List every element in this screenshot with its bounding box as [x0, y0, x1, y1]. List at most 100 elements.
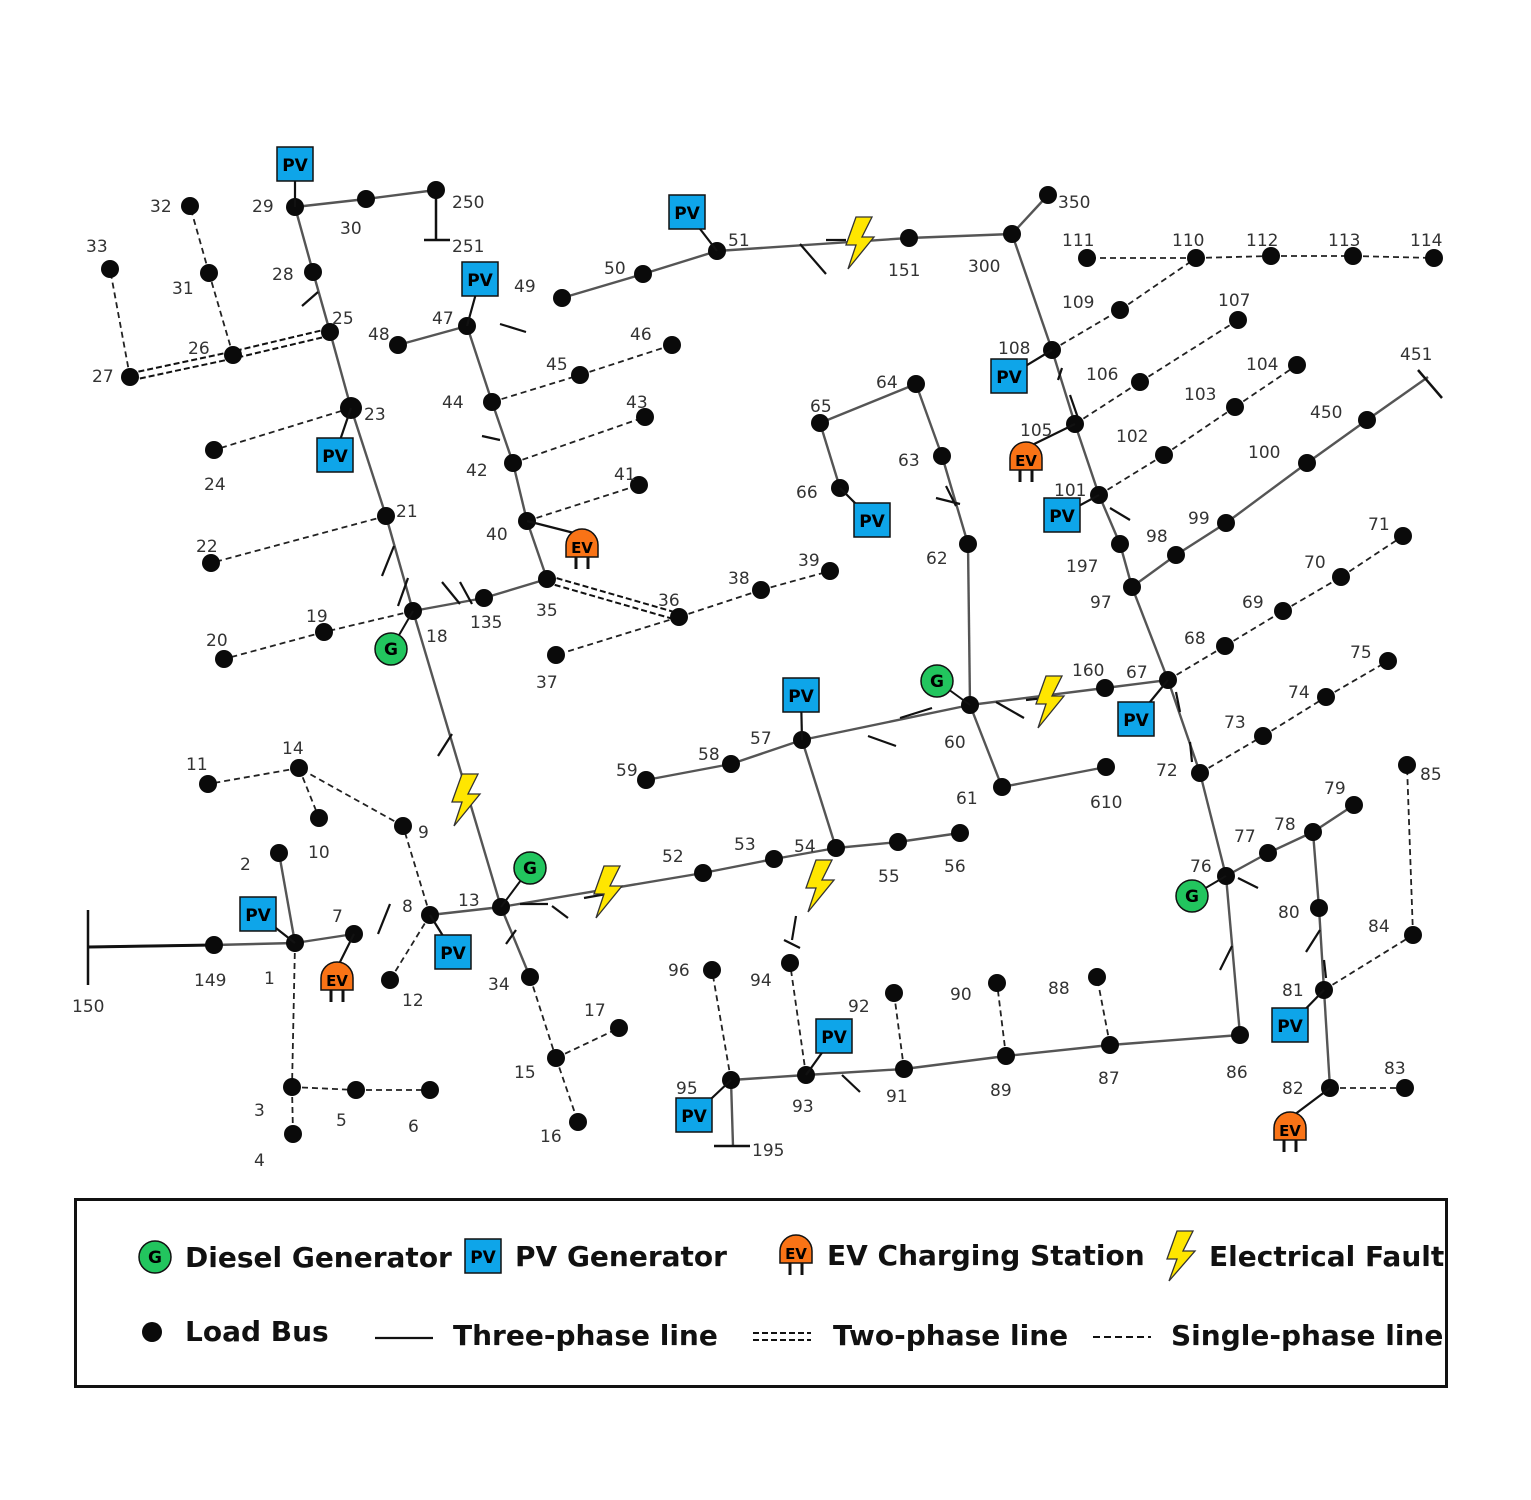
three-phase-line-63-64	[914, 383, 944, 457]
bus-24	[205, 441, 223, 459]
single-phase-line-81-84	[1323, 934, 1414, 991]
three-phase-line-60-61	[968, 704, 1004, 788]
svg-text:PV: PV	[674, 204, 700, 224]
switch-6	[551, 905, 569, 919]
lightning-icon	[1035, 675, 1066, 729]
three-phase-line-13-34	[499, 906, 532, 978]
bus-28	[304, 263, 322, 281]
bus-label-113: 113	[1328, 231, 1360, 251]
legend-item-three-phase: Three-phase line	[373, 1319, 718, 1352]
svg-text:PV: PV	[467, 271, 493, 291]
three-phase-line-21-23	[349, 407, 388, 517]
single-phase-line-1-3	[291, 942, 296, 1088]
single-phase-line-74-75	[1325, 660, 1389, 698]
bus-17	[610, 1019, 628, 1037]
bus-label-62: 62	[926, 549, 948, 569]
single-phase-line-69-70	[1282, 576, 1342, 612]
bus-label-59: 59	[616, 761, 638, 781]
svg-text:PV: PV	[1277, 1017, 1303, 1037]
lightning-icon	[593, 865, 624, 919]
bus-label-27: 27	[92, 367, 114, 387]
legend-label-single-phase: Single-phase line	[1171, 1319, 1444, 1352]
ev-charging-icon: EV	[320, 933, 355, 1002]
single-phase-line-103-104	[1234, 364, 1298, 408]
bus-106	[1131, 373, 1149, 391]
network-lines	[87, 188, 1435, 1147]
switch-11	[499, 322, 527, 334]
svg-text:G: G	[384, 640, 398, 660]
three-phase-line-51-50	[642, 249, 718, 276]
bus-104	[1288, 356, 1306, 374]
switch-25	[1237, 877, 1259, 889]
bus-58	[722, 755, 740, 773]
single-phase-line-91-92	[893, 992, 905, 1070]
bus-label-21: 21	[396, 502, 418, 522]
single-phase-line-68-69	[1224, 610, 1284, 647]
single-phase-line-73-74	[1262, 696, 1327, 737]
three-phase-line-76-86	[1224, 875, 1242, 1036]
bus-111	[1078, 249, 1096, 267]
ev-charging-icon: EV	[1009, 423, 1076, 482]
bus-91	[895, 1060, 913, 1078]
bus-109	[1111, 301, 1129, 319]
single-phase-line-icon	[1093, 1335, 1151, 1338]
bus-36	[670, 608, 688, 626]
bus-label-151: 151	[888, 261, 920, 281]
bus-label-60: 60	[944, 733, 966, 753]
two-phase-line-26-27	[130, 357, 234, 382]
legend-label-diesel: Diesel Generator	[185, 1240, 452, 1274]
bus-label-450: 450	[1310, 403, 1342, 423]
bus-label-3: 3	[254, 1101, 265, 1121]
single-phase-line-72-73	[1199, 735, 1264, 774]
bus-label-50: 50	[604, 259, 626, 279]
three-phase-line-99-100	[1225, 462, 1308, 524]
single-phase-line-36-37	[555, 616, 680, 656]
bus-label-96: 96	[668, 961, 690, 981]
two-phase-line-35-36	[545, 581, 679, 622]
bus-label-22: 22	[196, 537, 218, 557]
single-phase-line-89-90	[996, 982, 1007, 1057]
bus-41	[630, 476, 648, 494]
bus-45	[571, 366, 589, 384]
bus-97	[1123, 578, 1141, 596]
bus-label-44: 44	[442, 393, 464, 413]
three-phase-line-97-98	[1131, 554, 1177, 588]
bus-85	[1398, 756, 1416, 774]
lightning-icon	[1166, 1230, 1197, 1282]
three-phase-line-50-49	[561, 272, 644, 300]
single-phase-line-15-17	[555, 1027, 620, 1059]
three-phase-line-42-44	[490, 401, 515, 464]
single-phase-line-101-102	[1098, 454, 1165, 496]
bus-label-102: 102	[1116, 427, 1148, 447]
three-phase-line-1-7	[294, 932, 355, 945]
bus-label-160: 160	[1072, 661, 1104, 681]
three-phase-line-23-25	[328, 331, 353, 409]
three-phase-line-52-53	[702, 857, 775, 875]
bus-107	[1229, 311, 1247, 329]
bus-label-78: 78	[1274, 815, 1296, 835]
bus-610	[1097, 758, 1115, 776]
load-bus-icon	[142, 1321, 162, 1342]
single-phase-line-113-114	[1352, 255, 1435, 259]
bus-12	[381, 971, 399, 989]
load-buses	[101, 181, 1443, 1143]
bus-38	[752, 581, 770, 599]
pv-generator-icon: PV	[805, 1018, 853, 1076]
three-phase-line-18-135	[412, 596, 485, 613]
pv-generator-icon: PV	[276, 146, 314, 207]
single-phase-line-95-96	[711, 969, 732, 1081]
single-phase-line-8-9	[402, 825, 431, 916]
lightning-icon	[451, 773, 482, 827]
ev-charging-icon: EV	[779, 1234, 813, 1275]
switch-1	[380, 545, 396, 577]
svg-text:G: G	[930, 672, 944, 692]
bus-label-87: 87	[1098, 1069, 1120, 1089]
bus-31	[200, 264, 218, 282]
three-phase-line-icon	[375, 1336, 433, 1339]
bus-label-32: 32	[150, 197, 172, 217]
switch-2	[396, 577, 410, 607]
three-phase-line-91-93	[805, 1067, 905, 1077]
single-phase-line-102-103	[1163, 406, 1236, 456]
